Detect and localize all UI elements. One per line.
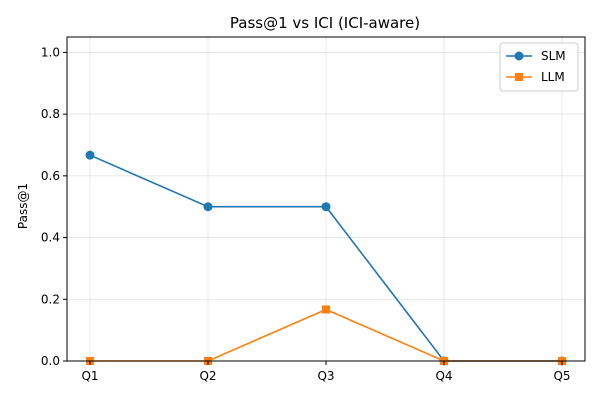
x-tick-label: Q3 bbox=[317, 369, 334, 383]
y-tick-label: 0.2 bbox=[41, 292, 60, 306]
data-point-slm bbox=[85, 150, 95, 160]
y-tick-label: 1.0 bbox=[41, 45, 60, 59]
data-point-slm bbox=[321, 202, 331, 212]
chart-title: Pass@1 vs ICI (ICI-aware) bbox=[230, 14, 420, 32]
data-point-llm bbox=[322, 305, 330, 314]
data-point-slm bbox=[203, 202, 213, 212]
legend-marker-slm bbox=[514, 51, 524, 61]
y-tick-label: 0.0 bbox=[41, 354, 60, 368]
x-tick-label: Q1 bbox=[81, 369, 98, 383]
x-tick-label: Q4 bbox=[435, 369, 452, 383]
legend-entry-slm: SLM bbox=[506, 49, 566, 63]
legend-marker-llm bbox=[515, 73, 523, 81]
legend-label-llm: LLM bbox=[541, 70, 565, 84]
y-tick-label: 0.8 bbox=[41, 107, 60, 121]
x-tick-label: Q2 bbox=[199, 369, 216, 383]
ticks: Q1 Q2 Q3 Q4 Q5 0.0 0.2 0.4 0.6 0.8 1.0 bbox=[41, 45, 571, 383]
y-axis-label: Pass@1 bbox=[16, 183, 30, 229]
x-tick-label: Q5 bbox=[553, 369, 570, 383]
y-tick-label: 0.6 bbox=[41, 169, 60, 183]
legend: SLM LLM bbox=[499, 42, 579, 92]
y-tick-label: 0.4 bbox=[41, 231, 60, 245]
legend-label-slm: SLM bbox=[541, 49, 566, 63]
legend-box bbox=[499, 42, 579, 92]
legend-entry-llm: LLM bbox=[506, 70, 565, 84]
